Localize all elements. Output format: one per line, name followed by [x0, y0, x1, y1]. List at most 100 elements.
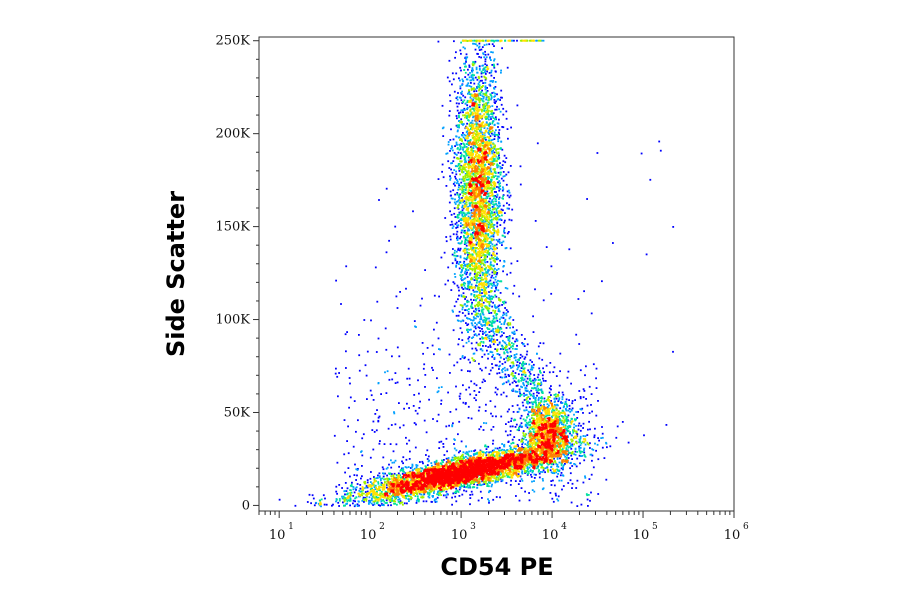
data-point — [459, 264, 462, 267]
data-point — [503, 382, 505, 385]
data-point — [501, 126, 504, 128]
data-point — [569, 479, 572, 482]
data-point — [458, 116, 460, 119]
data-point — [343, 453, 346, 456]
data-point — [461, 224, 464, 226]
data-point — [453, 201, 456, 204]
data-point — [481, 254, 483, 257]
data-point — [499, 173, 502, 176]
data-point — [557, 433, 560, 436]
data-point — [447, 143, 450, 146]
data-point — [480, 310, 483, 313]
data-point — [491, 81, 494, 83]
data-point — [564, 403, 566, 405]
data-point — [466, 148, 469, 150]
data-point — [480, 195, 483, 198]
data-point — [538, 423, 541, 426]
data-point — [518, 470, 521, 473]
data-point — [541, 488, 544, 491]
data-point — [475, 39, 478, 42]
data-point — [469, 72, 471, 74]
data-point — [539, 450, 541, 452]
data-point — [515, 338, 518, 341]
data-point — [492, 229, 495, 231]
data-point — [536, 353, 538, 355]
data-point — [498, 372, 501, 374]
data-point — [579, 408, 582, 410]
data-point — [449, 150, 451, 152]
data-point — [565, 420, 568, 423]
data-point — [457, 249, 459, 251]
data-point — [559, 474, 562, 477]
data-point — [479, 318, 482, 321]
data-point — [486, 349, 488, 352]
data-point — [562, 466, 564, 468]
data-point — [500, 472, 503, 475]
data-point — [496, 284, 499, 287]
data-point — [371, 482, 374, 485]
data-point — [474, 60, 477, 63]
data-point — [469, 175, 472, 178]
data-point — [535, 403, 538, 406]
data-point — [522, 446, 525, 449]
data-point — [519, 417, 522, 420]
data-point — [591, 410, 593, 413]
data-point — [505, 110, 508, 113]
data-point — [497, 164, 500, 167]
data-point — [511, 389, 513, 392]
data-point — [340, 303, 342, 305]
data-point — [448, 110, 451, 112]
data-point — [522, 379, 525, 382]
data-point — [433, 499, 436, 502]
data-point — [468, 288, 471, 291]
data-point — [487, 346, 490, 348]
data-point — [477, 165, 480, 167]
data-point — [486, 282, 489, 285]
data-point — [459, 358, 462, 360]
data-point — [557, 439, 560, 441]
data-point — [571, 402, 574, 405]
data-point — [494, 39, 497, 42]
data-point — [468, 318, 471, 320]
data-point — [494, 278, 497, 281]
data-point — [476, 279, 479, 282]
data-point — [487, 328, 489, 330]
data-point — [516, 429, 519, 431]
data-point — [562, 421, 565, 424]
data-point — [475, 172, 478, 175]
data-point — [496, 122, 499, 125]
data-point — [541, 390, 544, 393]
data-point — [518, 365, 521, 368]
data-point — [522, 364, 525, 367]
data-point — [464, 215, 466, 218]
data-point — [555, 397, 558, 400]
data-point — [588, 412, 591, 414]
data-point — [561, 402, 564, 404]
data-point — [491, 451, 494, 454]
data-point — [586, 404, 589, 407]
data-point — [492, 442, 494, 445]
data-point — [480, 149, 483, 152]
data-point — [457, 433, 459, 436]
data-point — [499, 110, 502, 113]
data-point — [476, 323, 478, 326]
data-point — [500, 177, 503, 180]
data-point — [522, 467, 524, 470]
data-point — [471, 357, 474, 360]
data-point — [509, 344, 511, 346]
data-point — [501, 241, 503, 244]
data-point — [493, 138, 496, 140]
data-point — [553, 366, 556, 369]
data-point — [528, 371, 531, 373]
data-point — [462, 180, 465, 182]
data-point — [512, 375, 514, 377]
data-point — [490, 323, 493, 325]
data-point — [491, 351, 494, 354]
data-point — [589, 428, 591, 431]
data-point — [491, 455, 494, 458]
data-point — [483, 316, 486, 319]
data-point — [370, 471, 372, 473]
data-point — [490, 39, 493, 42]
data-point — [343, 504, 345, 507]
data-point — [486, 485, 489, 487]
